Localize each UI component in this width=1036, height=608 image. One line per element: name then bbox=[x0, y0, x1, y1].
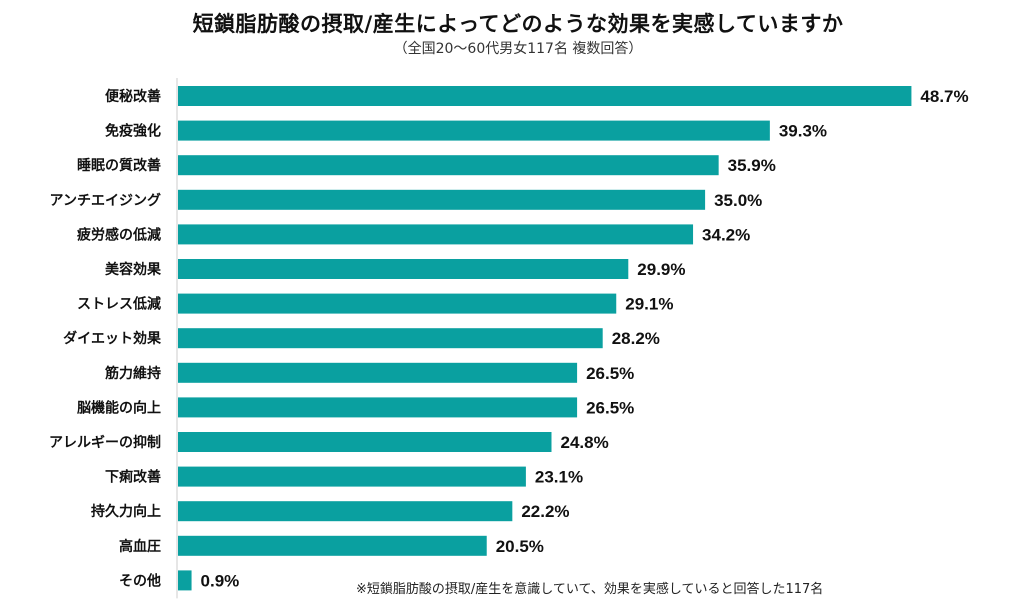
category-label: アレルギーの抑制 bbox=[49, 434, 161, 451]
value-label: 28.2% bbox=[612, 329, 660, 348]
category-label: 高血圧 bbox=[119, 538, 161, 555]
bar bbox=[178, 432, 552, 452]
category-label: 便秘改善 bbox=[105, 88, 161, 105]
chart-subtitle: （全国20～60代男女117名 複数回答） bbox=[393, 41, 643, 57]
bar bbox=[178, 293, 617, 314]
chart-title: 短鎖脂肪酸の摂取/産生によってどのような効果を実感していますか bbox=[192, 12, 844, 36]
category-label: 筋力維持 bbox=[105, 365, 161, 382]
value-label: 35.9% bbox=[728, 156, 776, 175]
category-label: 免疫強化 bbox=[105, 123, 161, 140]
category-label: アンチエイジング bbox=[50, 192, 161, 209]
bar bbox=[178, 189, 706, 210]
chart-footnote: ※短鎖脂肪酸の摂取/産生を意識していて、効果を実感していると回答した117名 bbox=[356, 582, 824, 597]
bar bbox=[178, 570, 192, 591]
category-label: 疲労感の低減 bbox=[77, 226, 161, 243]
category-label: 睡眠の質改善 bbox=[77, 157, 161, 174]
value-label: 0.9% bbox=[201, 571, 240, 590]
value-label: 39.3% bbox=[779, 122, 827, 141]
value-label: 23.1% bbox=[535, 468, 583, 487]
bar bbox=[178, 259, 629, 279]
value-label: 35.0% bbox=[714, 191, 762, 210]
value-label: 29.1% bbox=[625, 295, 673, 314]
value-label: 29.9% bbox=[637, 260, 685, 279]
bar bbox=[178, 501, 513, 522]
bar bbox=[178, 120, 770, 141]
category-label: 脳機能の向上 bbox=[77, 399, 161, 416]
value-label: 48.7% bbox=[920, 87, 968, 106]
bar bbox=[178, 535, 487, 556]
value-label: 26.5% bbox=[586, 398, 634, 417]
bar bbox=[178, 155, 719, 176]
category-label: ダイエット効果 bbox=[63, 330, 162, 347]
category-label: その他 bbox=[119, 572, 161, 589]
bar bbox=[178, 224, 694, 245]
category-label: 持久力向上 bbox=[91, 503, 161, 520]
value-label: 26.5% bbox=[586, 364, 634, 383]
value-label: 20.5% bbox=[496, 537, 544, 556]
bar bbox=[178, 397, 578, 418]
bar bbox=[178, 86, 912, 106]
bar bbox=[178, 362, 578, 383]
category-label: ストレス低減 bbox=[77, 296, 161, 313]
bar bbox=[178, 328, 603, 349]
value-label: 22.2% bbox=[521, 502, 569, 521]
value-label: 34.2% bbox=[702, 225, 750, 244]
category-label: 下痢改善 bbox=[105, 469, 161, 486]
category-label: 美容効果 bbox=[105, 261, 162, 278]
bar bbox=[178, 466, 526, 487]
value-label: 24.8% bbox=[560, 433, 608, 452]
